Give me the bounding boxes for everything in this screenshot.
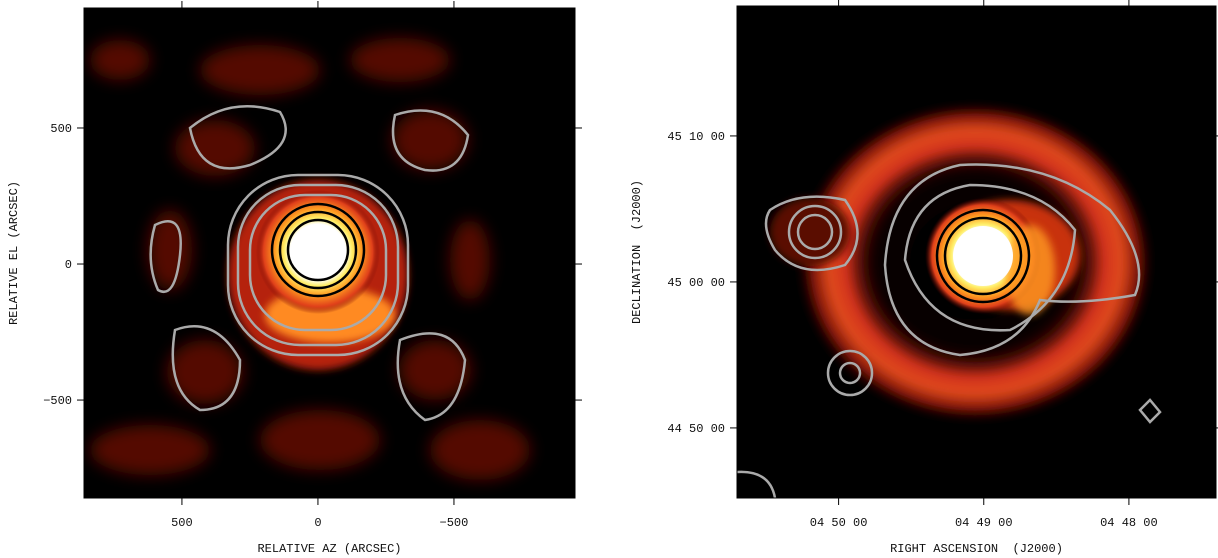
plot-frame	[736, 5, 1217, 499]
x-axis-label: RELATIVE AZ (ARCSEC)	[257, 542, 401, 556]
y-tick-label: 45 00 00	[667, 276, 725, 290]
y-tick-label: 0	[65, 258, 72, 272]
x-tick-label: −500	[440, 516, 469, 530]
x-tick-label: 0	[314, 516, 321, 530]
y-tick-label: −500	[43, 394, 72, 408]
plot-frame	[83, 7, 576, 499]
x-tick-label: 500	[171, 516, 193, 530]
y-tick-label: 500	[50, 122, 72, 136]
x-tick-label: 04 49 00	[955, 516, 1013, 530]
x-axis-label: RIGHT ASCENSION (J2000)	[890, 542, 1063, 556]
map-image-left	[84, 8, 575, 498]
x-tick-label: 04 48 00	[1100, 516, 1158, 530]
y-axis-label: RELATIVE EL (ARCSEC)	[7, 181, 21, 325]
y-tick-label: 44 50 00	[667, 422, 725, 436]
y-tick-label: 45 10 00	[667, 130, 725, 144]
y-axis-label: DECLINATION (J2000)	[630, 180, 644, 324]
map-image-right	[737, 6, 1216, 498]
x-tick-label: 04 50 00	[810, 516, 868, 530]
